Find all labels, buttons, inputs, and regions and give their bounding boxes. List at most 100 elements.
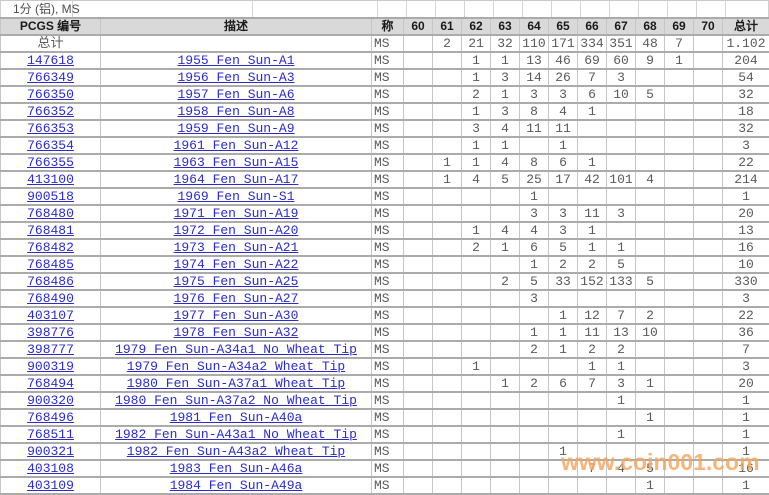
coin-description-link[interactable]: 1961 Fen Sun-A12 [174,138,299,153]
coin-description-link[interactable]: 1984 Fen Sun-A49a [170,478,303,493]
pcgs-number-link[interactable]: 900319 [27,359,74,374]
pcgs-number-link[interactable]: 398777 [27,342,74,357]
pcgs-number-cell: 766349 [1,69,101,86]
coin-description-link[interactable]: 1977 Fen Sun-A30 [174,308,299,323]
pcgs-number-link[interactable]: 768511 [27,427,74,442]
pcgs-number-link[interactable]: 768482 [27,240,74,255]
grade-65-count: 46 [549,52,578,69]
grade-60-count [404,239,433,256]
grade-69-count: 1 [665,52,694,69]
pcgs-number-link[interactable]: 766353 [27,121,74,136]
grade-66-count: 1 [578,154,607,171]
grade-66-count: 7 [578,375,607,392]
grade-65-count: 1 [549,307,578,324]
coin-description-link[interactable]: 1981 Fen Sun-A40a [170,410,303,425]
pcgs-number-link[interactable]: 900321 [27,444,74,459]
grade-65-count: 4 [549,103,578,120]
total-count: 3 [723,290,769,307]
grade-62-count [462,375,491,392]
pcgs-number-link[interactable]: 768485 [27,257,74,272]
pcgs-number-link[interactable]: 403109 [27,478,74,493]
pcgs-number-link[interactable]: 768496 [27,410,74,425]
total-count: 36 [723,324,769,341]
grade-63-count [491,358,520,375]
header-grade-65: 65 [549,18,578,35]
designation-cell: MS [372,103,404,120]
pcgs-number-link[interactable]: 766350 [27,87,74,102]
coin-description-link[interactable]: 1982 Fen Sun-A43a1 No Wheat Tip [115,427,357,442]
grade-69-count [665,154,694,171]
designation-cell: MS [372,307,404,324]
coin-description-link[interactable]: 1975 Fen Sun-A25 [174,274,299,289]
coin-description-link[interactable]: 1979 Fen Sun-A34a1 No Wheat Tip [115,342,357,357]
coin-description-link[interactable]: 1959 Fen Sun-A9 [177,121,294,136]
coin-description-link[interactable]: 1971 Fen Sun-A19 [174,206,299,221]
grade-69-count [665,103,694,120]
pcgs-number-link[interactable]: 413100 [27,172,74,187]
total-count: 54 [723,69,769,86]
totals-total-count: 1.102 [723,35,769,52]
grade-63-count: 3 [491,69,520,86]
pcgs-number-link[interactable]: 766355 [27,155,74,170]
grade-63-count [491,392,520,409]
grade-63-count [491,443,520,460]
coin-description-link[interactable]: 1980 Fen Sun-A37a2 No Wheat Tip [115,393,357,408]
coin-description-link[interactable]: 1955 Fen Sun-A1 [177,53,294,68]
pcgs-number-link[interactable]: 768481 [27,223,74,238]
grade-61-count [433,290,462,307]
pcgs-number-link[interactable]: 768486 [27,274,74,289]
coin-description-link[interactable]: 1979 Fen Sun-A34a2 Wheat Tip [127,359,345,374]
grade-70-count [694,358,723,375]
header-total: 总计 [723,18,769,35]
coin-description-link[interactable]: 1958 Fen Sun-A8 [177,104,294,119]
pcgs-number-link[interactable]: 768490 [27,291,74,306]
grade-70-count [694,86,723,103]
coin-description-link[interactable]: 1983 Fen Sun-A46a [170,461,303,476]
coin-description-link[interactable]: 1964 Fen Sun-A17 [174,172,299,187]
designation-cell: MS [372,171,404,188]
pcgs-number-link[interactable]: 403107 [27,308,74,323]
designation-cell: MS [372,392,404,409]
pcgs-number-link[interactable]: 766349 [27,70,74,85]
coin-description-link[interactable]: 1969 Fen Sun-S1 [177,189,294,204]
pcgs-number-link[interactable]: 147618 [27,53,74,68]
pcgs-number-link[interactable]: 900518 [27,189,74,204]
grade-63-count [491,188,520,205]
coin-description-link[interactable]: 1982 Fen Sun-A43a2 Wheat Tip [127,444,345,459]
total-count: 32 [723,86,769,103]
coin-description-link[interactable]: 1963 Fen Sun-A15 [174,155,299,170]
coin-description-link[interactable]: 1973 Fen Sun-A21 [174,240,299,255]
grade-67-count: 3 [607,205,636,222]
coin-description-link[interactable]: 1974 Fen Sun-A22 [174,257,299,272]
pcgs-number-link[interactable]: 766354 [27,138,74,153]
pcgs-number-link[interactable]: 768494 [27,376,74,391]
pcgs-number-link[interactable]: 900320 [27,393,74,408]
grade-68-count: 4 [636,171,665,188]
grade-70-count [694,52,723,69]
coin-description-link[interactable]: 1978 Fen Sun-A32 [174,325,299,340]
coin-description-link[interactable]: 1972 Fen Sun-A20 [174,223,299,238]
grade-65-count: 11 [549,120,578,137]
pcgs-number-link[interactable]: 398776 [27,325,74,340]
coin-description-link[interactable]: 1957 Fen Sun-A6 [177,87,294,102]
grade-64-count: 4 [520,222,549,239]
grade-63-count: 1 [491,86,520,103]
pcgs-number-link[interactable]: 768480 [27,206,74,221]
grade-70-count [694,460,723,477]
designation-cell: MS [372,477,404,494]
totals-grade-62-count: 21 [462,35,491,52]
coin-description-link[interactable]: 1976 Fen Sun-A27 [174,291,299,306]
grade-67-count [607,154,636,171]
title-strip-cell [726,1,768,17]
grade-61-count [433,103,462,120]
coin-description-link[interactable]: 1956 Fen Sun-A3 [177,70,294,85]
pcgs-number-link[interactable]: 766352 [27,104,74,119]
coin-description-link[interactable]: 1980 Fen Sun-A37a1 Wheat Tip [127,376,345,391]
grade-60-count [404,222,433,239]
grade-64-count: 3 [520,205,549,222]
pcgs-number-link[interactable]: 403108 [27,461,74,476]
